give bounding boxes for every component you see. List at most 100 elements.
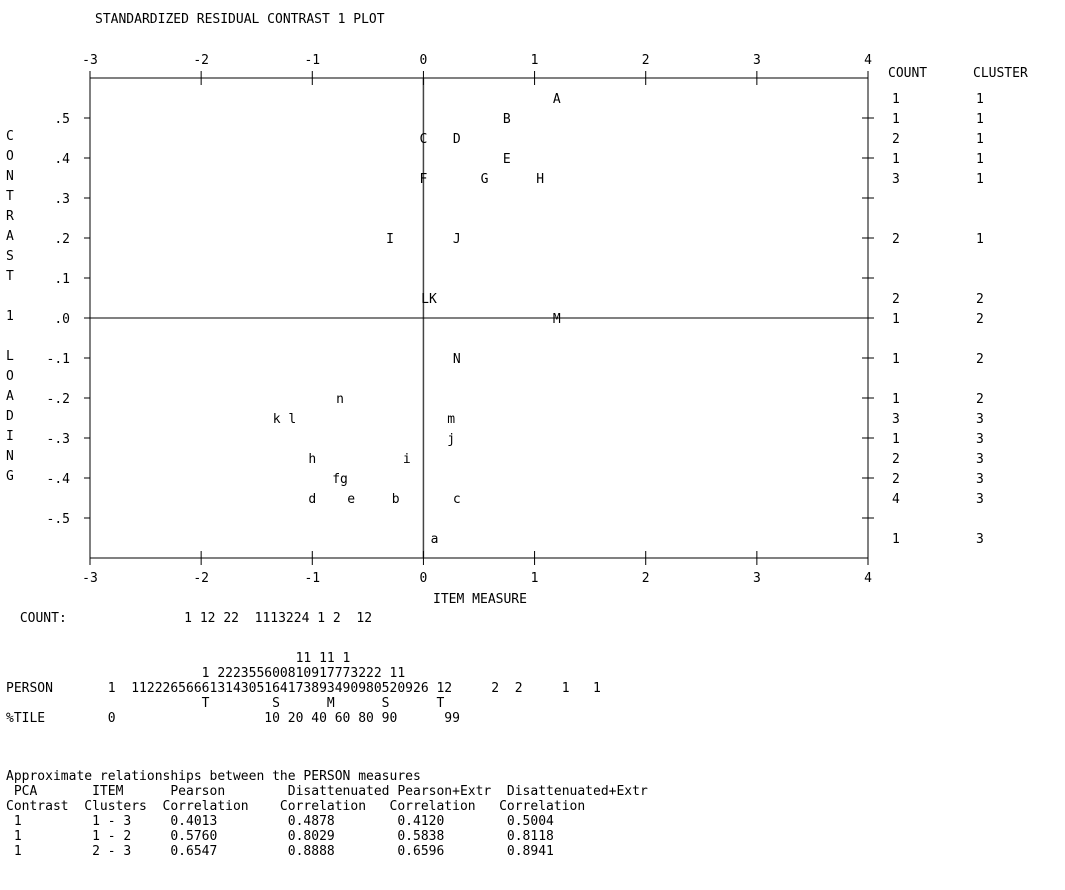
point-label: D — [453, 132, 461, 147]
chart-title: STANDARDIZED RESIDUAL CONTRAST 1 PLOT — [95, 12, 385, 27]
y-axis-label-char: T — [6, 189, 14, 204]
cluster-value: 3 — [976, 452, 984, 467]
x-tick-label-top: 0 — [420, 53, 428, 68]
point-label: e — [347, 492, 355, 507]
y-tick-label: .5 — [54, 112, 70, 127]
point-label: d — [308, 492, 316, 507]
point-label: i — [403, 452, 411, 467]
point-label: b — [392, 492, 400, 507]
x-tick-label-top: 2 — [642, 53, 650, 68]
count-value: 2 — [892, 292, 900, 307]
x-tick-label-top: -3 — [82, 53, 98, 68]
cluster-value: 2 — [976, 312, 984, 327]
point-label: a — [431, 532, 439, 547]
cluster-value: 3 — [976, 472, 984, 487]
y-tick-label: -.3 — [47, 432, 70, 447]
person-line: 11 11 1 — [6, 651, 351, 666]
cluster-value: 3 — [976, 412, 984, 427]
x-tick-label-top: 4 — [864, 53, 872, 68]
count-value: 1 — [892, 432, 900, 447]
y-tick-label: -.4 — [47, 472, 71, 487]
count-value: 2 — [892, 452, 900, 467]
cluster-value: 1 — [976, 152, 984, 167]
x-tick-label-bottom: 1 — [531, 571, 539, 586]
count-value: 1 — [892, 92, 900, 107]
y-tick-label: .1 — [54, 272, 70, 287]
count-value: 3 — [892, 412, 900, 427]
x-tick-group: -3 -3 -2 -2 -1 -1 0 0 1 1 2 2 3 3 4 4 — [82, 53, 872, 586]
x-tick-label-top: 1 — [531, 53, 539, 68]
count-value: 3 — [892, 172, 900, 187]
cluster-value: 1 — [976, 132, 984, 147]
count-value: 1 — [892, 532, 900, 547]
y-axis-label-char: A — [6, 389, 14, 404]
point-label: c — [453, 492, 461, 507]
count-value: 4 — [892, 492, 900, 507]
y-tick-label: .3 — [54, 192, 70, 207]
y-tick-label: .4 — [54, 152, 70, 167]
point-label: F — [420, 172, 428, 187]
cluster-header: CLUSTER — [973, 66, 1028, 81]
x-tick-label-bottom: 0 — [420, 571, 428, 586]
point-label: fg — [332, 472, 348, 487]
count-line: COUNT: 1 12 22 1113224 1 2 12 — [12, 611, 373, 626]
y-axis-label-char: A — [6, 229, 14, 244]
y-axis-label-char: 1 — [6, 309, 14, 324]
x-tick-label-top: -2 — [193, 53, 209, 68]
point-label: j — [447, 432, 455, 447]
y-axis-label-char: G — [6, 469, 14, 484]
count-header: COUNT — [888, 66, 927, 81]
cluster-value: 1 — [976, 172, 984, 187]
count-value: 1 — [892, 392, 900, 407]
point-labels: A B C D E F G H I J LK M Nn k l mj h i fg d e b c a — [273, 92, 561, 547]
point-label: k l — [273, 412, 296, 427]
point-label: C — [420, 132, 428, 147]
cluster-value: 1 — [976, 112, 984, 127]
person-line: PERSON 1 1122265666131430516417389349098… — [6, 681, 601, 696]
y-axis-label-char: R — [6, 209, 14, 224]
y-axis-label-char: O — [6, 149, 14, 164]
correlation-row: 1 1 - 2 0.5760 0.8029 0.5838 0.8118 — [6, 829, 554, 844]
y-axis-label-char: O — [6, 369, 14, 384]
point-label: J — [453, 232, 461, 247]
person-line: %TILE 0 10 20 40 60 80 90 99 — [6, 711, 460, 726]
count-cluster-table: COUNT CLUSTER 1 1 1 1 2 1 1 1 3 1 2 1 2 2 1 2 1 2 1 2 3 3 1 3 2 3 2 3… — [888, 66, 1028, 547]
person-distribution: 11 11 1 1 222355600810917773222 11 PERSO… — [6, 651, 601, 726]
count-value: 1 — [892, 112, 900, 127]
point-label: LK — [421, 292, 437, 307]
y-axis-label-char: T — [6, 269, 14, 284]
correlation-row: 1 2 - 3 0.6547 0.8888 0.6596 0.8941 — [6, 844, 554, 859]
point-label: E — [503, 152, 511, 167]
point-label: h — [308, 452, 316, 467]
point-label: M — [553, 312, 561, 327]
correlation-table: Approximate relationships between the PE… — [6, 769, 648, 859]
cluster-value: 3 — [976, 432, 984, 447]
person-line: 1 222355600810917773222 11 — [6, 666, 406, 681]
count-value: 1 — [892, 312, 900, 327]
cluster-value: 3 — [976, 532, 984, 547]
x-tick-label-bottom: -2 — [193, 571, 209, 586]
count-value: 2 — [892, 132, 900, 147]
cluster-value: 2 — [976, 292, 984, 307]
x-tick-label-bottom: 4 — [864, 571, 872, 586]
x-tick-label-bottom: -3 — [82, 571, 98, 586]
point-label: A — [553, 92, 561, 107]
y-axis-label-char: N — [6, 449, 14, 464]
x-tick-label-top: 3 — [753, 53, 761, 68]
point-label: I — [386, 232, 394, 247]
correlation-row: PCA ITEM Pearson Disattenuated Pearson+E… — [6, 784, 648, 799]
count-value: 2 — [892, 232, 900, 247]
person-line: T S M S T — [6, 696, 445, 711]
correlation-row: 1 1 - 3 0.4013 0.4878 0.4120 0.5004 — [6, 814, 554, 829]
y-axis-label-char: I — [6, 429, 14, 444]
x-tick-label-bottom: 3 — [753, 571, 761, 586]
cluster-value: 1 — [976, 232, 984, 247]
cluster-value: 2 — [976, 352, 984, 367]
count-value: 1 — [892, 152, 900, 167]
y-tick-group: .5 .4 .3 .2 .1 .0 -.1 -.2 -.3 -.4 -.5 — [47, 112, 874, 527]
point-label: G — [481, 172, 489, 187]
y-tick-label: .2 — [54, 232, 70, 247]
y-axis-label-char: D — [6, 409, 14, 424]
